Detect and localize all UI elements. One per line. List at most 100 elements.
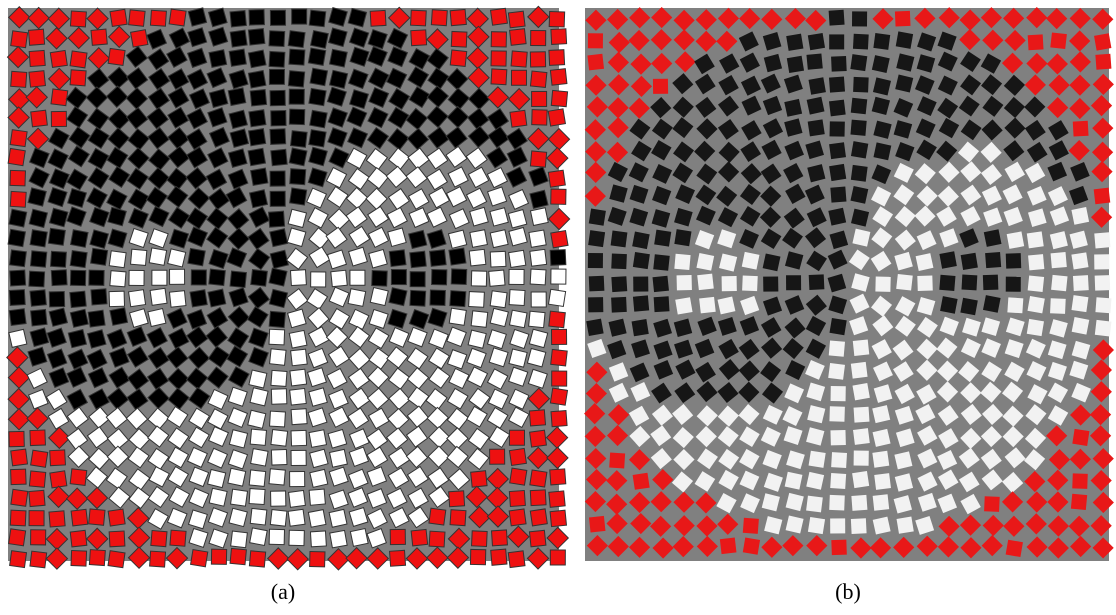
tile [609, 453, 625, 469]
tile [330, 49, 348, 67]
tile [588, 297, 603, 312]
tile [288, 31, 305, 48]
tile [410, 272, 425, 287]
tile [270, 411, 286, 427]
tile [29, 209, 47, 227]
tile [850, 186, 868, 204]
tile [31, 309, 47, 325]
tile [229, 110, 247, 128]
tile [191, 550, 208, 567]
page: (a) (b) (() => { const data = JSON.parse… [0, 0, 1116, 615]
tile [270, 229, 288, 247]
tile [851, 98, 868, 115]
tile [49, 308, 67, 326]
tile [469, 292, 485, 308]
tile [309, 430, 326, 447]
tile [290, 270, 306, 286]
tile [962, 275, 978, 291]
caption: (b) [835, 579, 861, 604]
tile [29, 271, 45, 287]
tile [70, 530, 87, 547]
tile [271, 449, 287, 465]
tile [550, 550, 565, 565]
tile [829, 100, 846, 117]
tile [150, 10, 166, 26]
tile [509, 430, 524, 445]
tile [470, 230, 488, 248]
tile [1072, 473, 1088, 489]
tile [249, 551, 265, 567]
tile [290, 169, 306, 185]
tile [1050, 298, 1066, 314]
tile [491, 8, 508, 25]
tile [309, 489, 325, 505]
tile [9, 329, 27, 347]
tile [109, 531, 125, 547]
tile [291, 409, 307, 425]
tile [391, 270, 406, 285]
tile [370, 10, 386, 26]
tile [763, 253, 781, 271]
tile [873, 33, 890, 50]
tile [11, 469, 27, 485]
tile [450, 291, 466, 307]
tile [271, 111, 286, 126]
tile [983, 275, 999, 291]
tile [549, 491, 565, 507]
tile [308, 510, 326, 528]
tile [10, 510, 26, 526]
tile [851, 495, 867, 511]
tile [529, 311, 545, 327]
tile [348, 8, 366, 26]
tile [291, 430, 307, 446]
tile [551, 269, 566, 284]
tile [551, 411, 567, 427]
tile [489, 270, 505, 286]
tile [269, 31, 285, 47]
tile [853, 34, 869, 50]
tile [50, 208, 68, 226]
tile [829, 406, 844, 421]
tile [248, 71, 265, 88]
tile [329, 28, 347, 46]
tile [854, 407, 870, 423]
tile [549, 12, 564, 27]
tile [940, 296, 958, 314]
tile [550, 69, 567, 86]
tile [170, 269, 185, 284]
tile [939, 251, 956, 268]
tile [311, 272, 326, 287]
tile [511, 51, 527, 67]
tile [872, 55, 890, 73]
tile [71, 230, 89, 248]
tile [270, 10, 285, 25]
tile [390, 529, 405, 544]
tile [511, 70, 526, 85]
tile [510, 29, 527, 46]
tile [551, 90, 567, 106]
tile [10, 130, 27, 147]
tile [851, 362, 868, 379]
tile [530, 470, 547, 487]
tile [10, 170, 25, 185]
tile [89, 270, 104, 285]
tile [231, 531, 248, 548]
tile [654, 230, 671, 247]
tile [549, 289, 566, 306]
tile [110, 308, 128, 326]
tile [249, 129, 266, 146]
tile [1028, 254, 1044, 270]
tile [131, 30, 148, 47]
tile [228, 149, 246, 167]
tile [829, 77, 845, 93]
tile [807, 97, 825, 115]
tile [230, 11, 246, 27]
tile [509, 290, 525, 306]
tile [269, 268, 287, 286]
tile [29, 71, 45, 87]
tile [530, 249, 547, 266]
tile [248, 29, 264, 45]
tile [589, 516, 606, 533]
tile [530, 71, 546, 87]
tile [808, 33, 825, 50]
